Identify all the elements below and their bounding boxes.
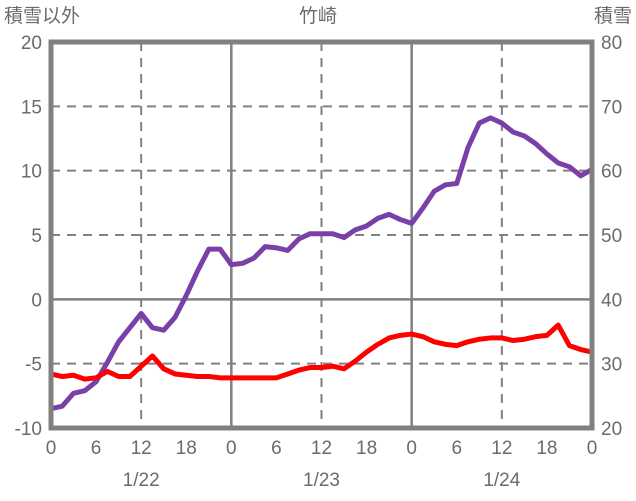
right-axis-title: 積雪 [594, 5, 632, 27]
y-axis-right-tick-label: 30 [601, 355, 622, 376]
y-axis-right-tick-label: 80 [601, 33, 622, 54]
page-title: 竹崎 [299, 5, 337, 27]
x-axis-tick-label: 18 [536, 438, 557, 459]
y-axis-left-tick-label: -10 [15, 419, 42, 440]
x-axis-ticks: 0 6 12 18 0 6 12 18 0 6 12 18 0 [46, 438, 598, 459]
x-axis-date-label: 1/23 [303, 470, 340, 491]
y-axis-right-ticks: 20 30 40 50 60 70 80 [601, 33, 622, 440]
x-axis-tick-label: 12 [131, 438, 152, 459]
y-axis-right-tick-label: 50 [601, 226, 622, 247]
plot-frame [48, 39, 595, 431]
y-axis-left-tick-label: 5 [31, 226, 42, 247]
x-axis-tick-label: 0 [587, 438, 598, 459]
x-axis-date-label: 1/22 [123, 470, 160, 491]
x-axis-tick-label: 18 [176, 438, 197, 459]
x-axis-tick-label: 0 [226, 438, 237, 459]
left-axis-title: 積雪以外 [4, 5, 80, 27]
x-axis-tick-label: 18 [356, 438, 377, 459]
x-axis-date-labels: 1/22 1/23 1/24 [123, 470, 521, 491]
y-axis-right-tick-label: 20 [601, 419, 622, 440]
data-series [48, 115, 595, 412]
chart-headers: 積雪以外 竹崎 積雪 [4, 5, 632, 27]
y-axis-right-tick-label: 40 [601, 290, 622, 311]
x-axis-tick-label: 6 [451, 438, 462, 459]
x-axis-tick-label: 6 [91, 438, 102, 459]
y-axis-left-tick-label: -5 [25, 355, 42, 376]
x-axis-tick-label: 0 [406, 438, 417, 459]
x-axis-tick-label: 0 [46, 438, 57, 459]
x-axis-tick-label: 6 [271, 438, 282, 459]
y-axis-left-tick-label: 0 [31, 290, 42, 311]
y-axis-left-tick-label: 20 [21, 33, 42, 54]
x-axis-date-label: 1/24 [483, 470, 520, 491]
y-axis-left-tick-label: 10 [21, 162, 42, 183]
gridlines [51, 42, 592, 428]
y-axis-right-tick-label: 70 [601, 97, 622, 118]
x-axis-tick-label: 12 [311, 438, 332, 459]
series-line-snow [48, 115, 595, 412]
series-line-nonsnow [48, 322, 595, 382]
y-axis-left-ticks: -10 -5 0 5 10 15 20 [15, 33, 42, 440]
y-axis-left-tick-label: 15 [21, 97, 42, 118]
y-axis-right-tick-label: 60 [601, 162, 622, 183]
x-axis-tick-label: 12 [491, 438, 512, 459]
